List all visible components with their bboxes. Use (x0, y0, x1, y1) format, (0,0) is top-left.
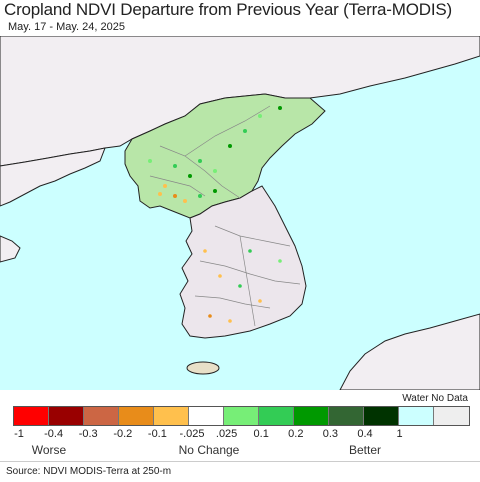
legend-tick-label: -0.1 (147, 428, 167, 440)
legend-swatch (119, 407, 154, 425)
legend-swatch (189, 407, 224, 425)
date-range: May. 17 - May. 24, 2025 (8, 21, 125, 33)
legend: Water No Data -1 -0.4 -0.3 -0.2 -0.1 -.025 .02… (0, 390, 480, 460)
legend-swatch (434, 407, 469, 425)
legend-tick-label: 1 (396, 428, 403, 440)
source-note: Source: NDVI MODIS-Terra at 250-m (0, 461, 480, 481)
province-borders (149, 105, 301, 327)
category-worse: Worse (31, 443, 67, 457)
category-no-change: No Change (178, 443, 240, 457)
legend-swatch (294, 407, 329, 425)
legend-tick-label: -.025 (179, 428, 205, 440)
north-korea (124, 93, 326, 219)
jeju-island (186, 361, 220, 375)
legend-swatch (84, 407, 119, 425)
legend-tick-label: 0.1 (253, 428, 269, 440)
legend-swatch (224, 407, 259, 425)
legend-tick-label: 0.3 (322, 428, 339, 440)
legend-tick-label: 0.4 (357, 428, 373, 440)
water-no-data-label: Water No Data (402, 393, 468, 404)
map-title: Cropland NDVI Departure from Previous Ye… (4, 0, 452, 19)
legend-swatch (259, 407, 294, 425)
japan (339, 313, 480, 390)
legend-swatch (154, 407, 189, 425)
legend-swatch (399, 407, 434, 425)
map-canvas (0, 36, 480, 390)
south-korea (179, 185, 307, 339)
category-better: Better (348, 443, 382, 457)
legend-swatch (49, 407, 84, 425)
legend-tick-label: .025 (215, 428, 238, 440)
legend-swatch (329, 407, 364, 425)
legend-color-bar (13, 406, 470, 426)
legend-swatch (14, 407, 49, 425)
legend-tick-label: -1 (14, 428, 24, 440)
legend-tick-label: -0.4 (44, 428, 64, 440)
liaodong-peninsula (0, 147, 106, 207)
ndvi-pixels (148, 106, 282, 323)
shandong-coast (0, 235, 21, 263)
ndvi-map (0, 36, 480, 390)
legend-tick-label: 0.2 (288, 428, 304, 440)
legend-swatch (364, 407, 399, 425)
legend-tick-label: -0.2 (113, 428, 133, 440)
legend-tick-label: -0.3 (78, 428, 98, 440)
